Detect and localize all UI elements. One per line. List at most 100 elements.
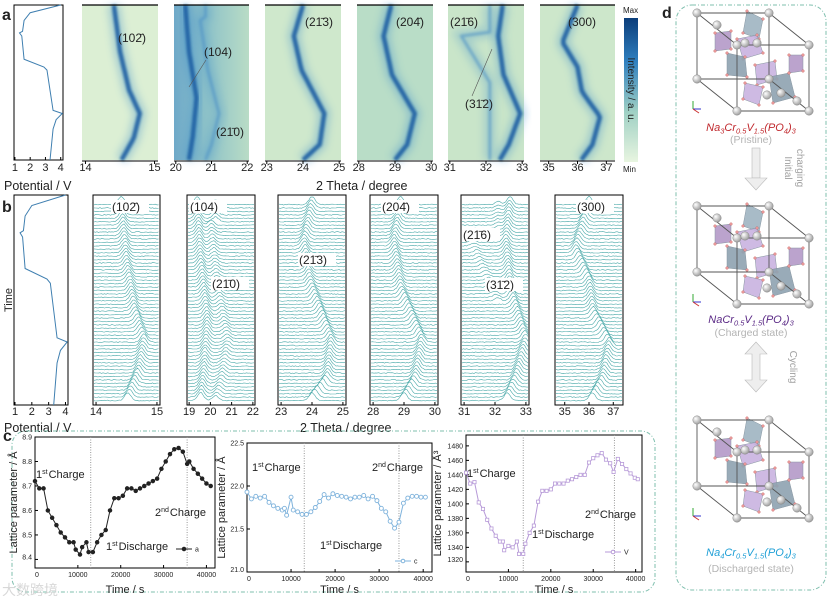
diffraction-pattern-line xyxy=(93,261,159,271)
legend-marker xyxy=(610,549,616,555)
crystal-structure-2 xyxy=(692,415,814,523)
data-point xyxy=(312,505,318,510)
diffraction-pattern-line xyxy=(371,268,438,278)
vo6-octahedron xyxy=(742,203,764,233)
data-point xyxy=(71,540,76,545)
sodium-atom xyxy=(740,445,750,455)
data-point xyxy=(422,494,428,500)
data-point xyxy=(304,511,309,517)
diffraction-pattern-line xyxy=(370,306,438,316)
y-tick-label: 1360 xyxy=(447,530,463,537)
data-point xyxy=(523,541,528,546)
plot-frame xyxy=(92,194,161,406)
data-point xyxy=(124,486,130,491)
formula-text: V xyxy=(746,122,755,134)
oxygen-atom xyxy=(713,438,717,442)
diffraction-pattern-line xyxy=(93,275,159,285)
potential-tick-label: 2 xyxy=(27,162,33,174)
data-point xyxy=(557,481,562,486)
diffraction-pattern-line xyxy=(461,309,529,319)
diffraction-pattern-line xyxy=(278,365,345,374)
oxygen-atom xyxy=(761,85,765,89)
oxygen-atom xyxy=(713,456,717,460)
annotation-ordinal: 1 xyxy=(36,469,42,481)
data-point xyxy=(599,451,604,456)
potential-curve xyxy=(18,4,64,161)
diffraction-pattern-line xyxy=(93,378,159,388)
diffraction-pattern-line xyxy=(370,234,438,244)
diffraction-pattern-line xyxy=(555,340,623,350)
po4-tetrahedron xyxy=(788,247,804,267)
diffraction-pattern-line xyxy=(461,237,529,247)
legend-marker xyxy=(400,558,406,564)
diffraction-pattern-line xyxy=(93,292,159,302)
annotation-text: Discharge xyxy=(333,540,383,552)
oxygen-atom xyxy=(801,246,805,250)
diffraction-pattern-line xyxy=(461,261,529,271)
waterfall-tick-label: 24 xyxy=(306,406,318,418)
diffraction-pattern-line xyxy=(370,313,438,323)
oxygen-atom xyxy=(713,224,717,228)
heatmap-tick-label: 15 xyxy=(148,162,160,174)
heatmap-3: 28 29 30 (204̄) xyxy=(353,3,437,174)
y-axis-label: Lattice parameter / Å³ xyxy=(431,450,444,556)
waterfall-tick-label: 37 xyxy=(607,406,619,418)
data-point xyxy=(163,459,168,464)
oxygen-atom xyxy=(743,462,747,466)
diffraction-pattern-line xyxy=(279,316,346,326)
diffraction-pattern-line xyxy=(94,251,159,261)
diffraction-pattern-line xyxy=(461,312,529,323)
oxygen-atom xyxy=(787,264,791,268)
diffraction-pattern-line xyxy=(461,296,529,306)
oxygen-atom xyxy=(743,55,747,59)
diffraction-pattern-line xyxy=(556,288,622,299)
data-point xyxy=(620,461,625,466)
data-point xyxy=(58,530,63,535)
data-point xyxy=(317,499,323,504)
diffraction-pattern-line xyxy=(555,381,623,392)
data-point xyxy=(77,552,83,557)
hkl-label: (21̄0) xyxy=(216,125,244,139)
oxygen-atom xyxy=(725,458,729,462)
diffraction-pattern-line xyxy=(93,357,159,367)
diffraction-pattern-line xyxy=(370,247,438,257)
data-point xyxy=(356,494,362,500)
diffraction-pattern-line xyxy=(93,389,159,398)
diffraction-pattern-line xyxy=(461,316,529,326)
diffraction-pattern-line xyxy=(187,234,255,244)
diffraction-pattern-line xyxy=(187,347,254,357)
heatmap-4: 31 32 33 (21̄6) (31̄2) xyxy=(444,4,528,174)
diffraction-pattern-line xyxy=(370,344,438,354)
y-tick-label: 8.4 xyxy=(22,554,32,561)
oxygen-atom xyxy=(745,416,749,420)
sodium-atom xyxy=(692,8,702,18)
diffraction-pattern-line xyxy=(278,337,346,347)
diffraction-pattern-line xyxy=(93,223,159,233)
time-axis-label: Time xyxy=(3,288,15,312)
y-tick-label: 1400 xyxy=(447,501,463,508)
data-point xyxy=(365,496,371,502)
waterfall-tick-label: 22 xyxy=(247,406,259,418)
plot-frame xyxy=(13,194,69,406)
data-point xyxy=(510,545,515,550)
formula-subscript: 4 xyxy=(720,552,724,561)
formula-text: V xyxy=(746,547,755,559)
data-point xyxy=(418,494,424,500)
data-point xyxy=(565,478,570,483)
diffraction-pattern-line xyxy=(461,388,529,398)
diffraction-pattern-line xyxy=(93,213,159,223)
formula-subscript: 4 xyxy=(784,127,788,136)
diffraction-pattern-line xyxy=(555,378,623,388)
waterfall-tick-label: 29 xyxy=(398,406,410,418)
diffraction-pattern-line xyxy=(278,289,346,299)
data-point xyxy=(195,471,201,476)
diffraction-pattern-line xyxy=(278,292,346,302)
data-point xyxy=(500,539,505,544)
oxygen-atom xyxy=(741,224,745,228)
data-point xyxy=(191,466,196,472)
phase-annotation: 1stDischarge xyxy=(532,529,594,541)
hkl-label: (204̄) xyxy=(382,200,410,214)
sodium-atom xyxy=(692,415,702,425)
oxygen-atom xyxy=(773,466,777,470)
sodium-atom xyxy=(764,267,774,277)
